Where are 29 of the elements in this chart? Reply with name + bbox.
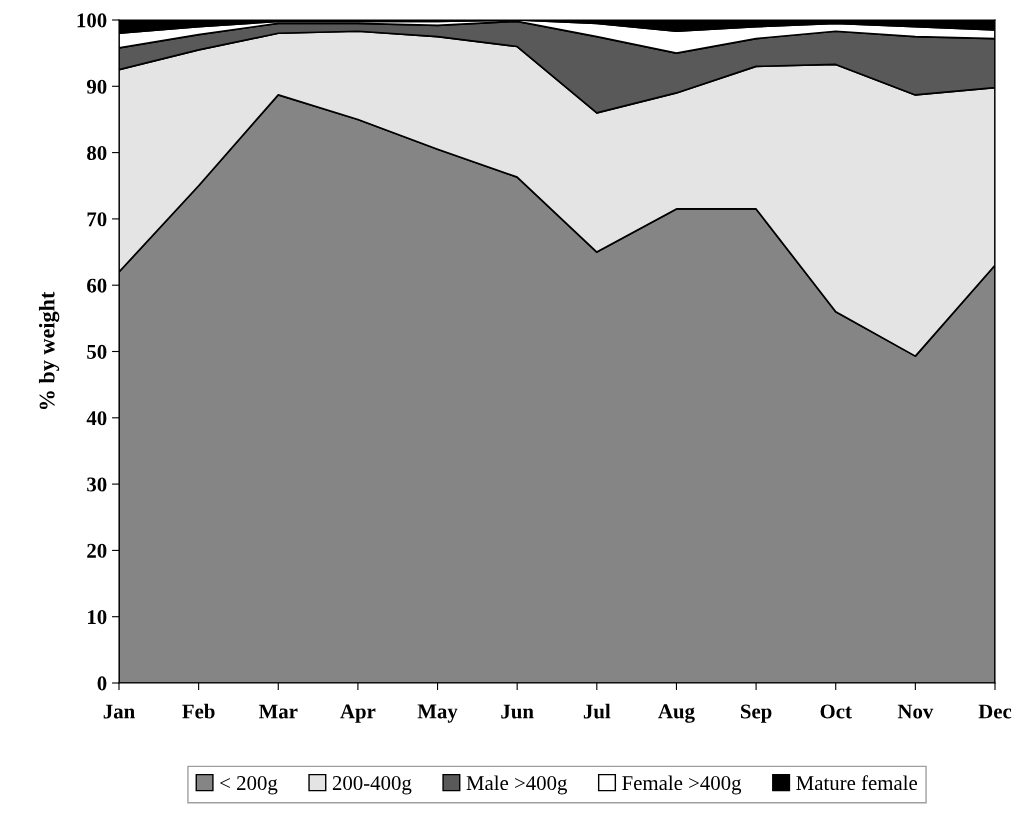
x-tick-label: Jun	[501, 704, 534, 719]
x-tick-label: Sep	[740, 704, 772, 723]
x-tick-label: Oct	[820, 704, 852, 719]
x-tick-label: May	[417, 704, 458, 723]
legend-label: Female >400g	[622, 775, 742, 795]
y-tick-label: 80	[87, 145, 107, 161]
x-tick-label: Dec	[978, 704, 1012, 719]
y-tick-label: 100	[77, 13, 107, 28]
x-tick-label: Mar	[258, 704, 298, 719]
y-tick-label: 60	[87, 278, 107, 293]
y-tick-label: 70	[87, 212, 107, 227]
y-tick-label: 20	[87, 543, 107, 558]
x-tick-label: Feb	[182, 703, 215, 719]
y-tick-label: 30	[87, 477, 107, 492]
y-tick-label: 90	[86, 79, 107, 94]
legend-label: Mature female	[796, 775, 918, 791]
y-tick-label: 0	[97, 676, 107, 691]
x-tick-label: Jul	[583, 703, 611, 719]
y-tick-label: 10	[88, 610, 107, 625]
y-axis-title: % by weight	[38, 291, 60, 410]
y-tick-label: 40	[86, 411, 107, 426]
legend-label: Male >400g	[466, 775, 568, 795]
x-tick-label: Nov	[897, 704, 934, 719]
legend-label: < 200g	[220, 776, 278, 795]
x-tick-label: Jan	[103, 704, 135, 719]
x-tick-label: Apr	[340, 704, 376, 723]
legend-label: 200-400g	[332, 776, 412, 795]
y-tick-label: 50	[87, 344, 107, 359]
x-tick-label: Aug	[658, 704, 695, 723]
